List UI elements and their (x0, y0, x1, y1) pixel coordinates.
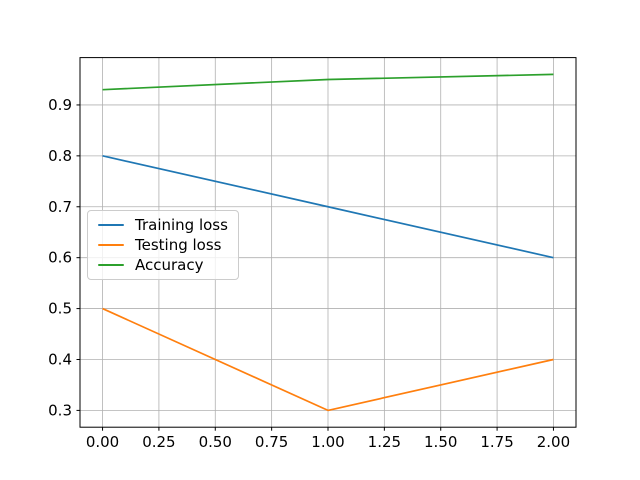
y-tick-label: 0.4 (48, 350, 72, 368)
legend-line-swatch-accuracy (98, 263, 124, 267)
x-tick-label: 0.50 (199, 433, 232, 451)
legend-line-swatch-training-loss (98, 223, 124, 227)
legend-line-swatch-testing-loss (98, 243, 124, 247)
series-line-testing-loss (102, 307, 554, 412)
x-tick-label: 1.50 (424, 433, 457, 451)
legend-label: Accuracy (135, 256, 204, 274)
y-tick-label: 0.8 (48, 147, 72, 165)
legend-label: Training loss (135, 216, 228, 234)
legend: Training loss Testing loss Accuracy (87, 210, 239, 280)
legend-entry-testing-loss: Testing loss (98, 235, 228, 255)
y-tick-label: 0.5 (48, 300, 72, 318)
x-tick-label: 0.00 (86, 433, 119, 451)
series-line-training-loss (102, 155, 554, 259)
legend-entry-training-loss: Training loss (98, 215, 228, 235)
y-tick-label: 0.7 (48, 198, 72, 216)
legend-entry-accuracy: Accuracy (98, 255, 228, 275)
y-tick-label: 0.3 (48, 401, 72, 419)
x-tick-label: 1.75 (480, 433, 513, 451)
y-tick-label: 0.6 (48, 249, 72, 267)
x-tick-label: 0.25 (142, 433, 175, 451)
y-tick-label: 0.9 (48, 96, 72, 114)
x-tick-label: 0.75 (255, 433, 288, 451)
legend-label: Testing loss (135, 236, 222, 254)
series-line-accuracy (102, 73, 554, 91)
x-tick-label: 1.00 (311, 433, 344, 451)
x-tick-label: 2.00 (537, 433, 570, 451)
x-tick-label: 1.25 (368, 433, 401, 451)
